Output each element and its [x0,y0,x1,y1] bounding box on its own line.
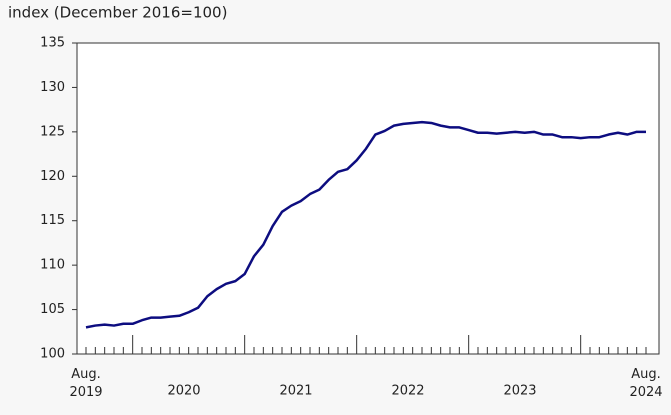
plot-area [76,42,660,355]
data-line [85,120,646,329]
x-tick-label: Aug. 2019 [69,367,103,400]
y-tick-label: 135 [40,36,65,51]
year-label: 2023 [503,384,536,399]
y-tick-label: 100 [40,347,65,362]
year-label: 2022 [391,384,424,399]
x-tick-label: Aug. 2024 [629,367,663,400]
year-label: 2021 [279,384,312,399]
y-tick-label: 110 [40,258,65,273]
y-tick-label: 120 [40,169,65,184]
y-tick-label: 105 [40,302,65,317]
y-tick-label: 115 [40,213,65,228]
y-axis-label: index (December 2016=100) [8,4,227,22]
y-tick-label: 130 [40,80,65,95]
year-label: 2020 [167,384,200,399]
y-tick-label: 125 [40,124,65,139]
